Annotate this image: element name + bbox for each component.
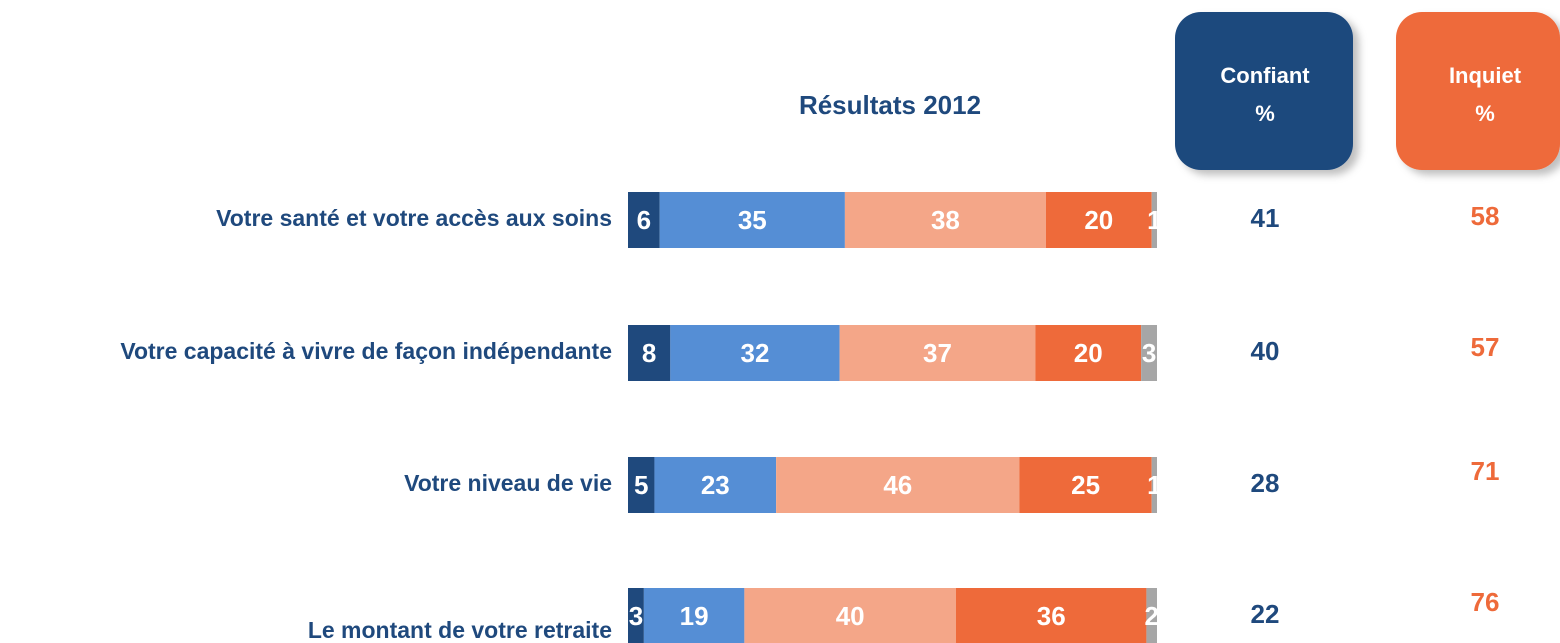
value-label: 23 xyxy=(701,470,730,500)
bar-segment xyxy=(1045,192,1152,248)
bar-segment xyxy=(744,588,956,643)
bar-segment xyxy=(628,325,671,381)
bar-segment xyxy=(844,192,1046,248)
value-label: 3 xyxy=(629,601,643,631)
category-label: Le montant de votre retraite xyxy=(308,617,612,643)
value-label: 19 xyxy=(680,601,709,631)
summary-header: Confiant xyxy=(1220,63,1310,88)
bar-segment xyxy=(628,192,660,248)
bar-segment xyxy=(839,325,1036,381)
value-label: 32 xyxy=(740,338,769,368)
bar-segment xyxy=(1141,325,1157,381)
value-label: 3 xyxy=(1142,338,1156,368)
value-label: 6 xyxy=(637,205,651,235)
summary-value: 40 xyxy=(1251,336,1280,366)
summary-header: Inquiet xyxy=(1449,63,1522,88)
bar-segment xyxy=(628,588,644,643)
value-label: 36 xyxy=(1037,601,1066,631)
bar-segment xyxy=(1151,192,1157,248)
bar-segment xyxy=(1019,457,1152,513)
value-label: 37 xyxy=(923,338,952,368)
value-label: 40 xyxy=(836,601,865,631)
bar-segment xyxy=(659,192,845,248)
summary-value: 22 xyxy=(1251,599,1280,629)
value-label: 20 xyxy=(1074,338,1103,368)
summary-header-box xyxy=(1396,12,1560,170)
bar-segment xyxy=(776,457,1020,513)
summary-value: 57 xyxy=(1471,332,1500,362)
summary-value: 58 xyxy=(1471,201,1500,231)
bar-segment xyxy=(955,588,1147,643)
bar-segment xyxy=(1151,457,1157,513)
value-label: 35 xyxy=(738,205,767,235)
value-label: 8 xyxy=(642,338,656,368)
value-label: 20 xyxy=(1084,205,1113,235)
value-label: 5 xyxy=(634,470,648,500)
bar-segment xyxy=(1035,325,1142,381)
value-label: 25 xyxy=(1071,470,1100,500)
category-label: Votre santé et votre accès aux soins xyxy=(216,205,612,231)
summary-unit: % xyxy=(1475,101,1495,126)
value-label: 1 xyxy=(1147,470,1161,500)
chart-title: Résultats 2012 xyxy=(799,90,981,120)
summary-value: 71 xyxy=(1471,456,1500,486)
value-label: 1 xyxy=(1147,205,1161,235)
summary-value: 76 xyxy=(1471,587,1500,617)
bar-segment xyxy=(654,457,777,513)
bar-segment xyxy=(1146,588,1157,643)
summary-value: 41 xyxy=(1251,203,1280,233)
summary-unit: % xyxy=(1255,101,1275,126)
bar-segment xyxy=(628,457,655,513)
value-label: 38 xyxy=(931,205,960,235)
category-label: Votre capacité à vivre de façon indépend… xyxy=(120,338,612,364)
summary-header-box xyxy=(1175,12,1353,170)
bar-segment xyxy=(670,325,840,381)
value-label: 2 xyxy=(1144,601,1158,631)
bar-segment xyxy=(643,588,745,643)
summary-value: 28 xyxy=(1251,468,1280,498)
category-label: Votre niveau de vie xyxy=(404,470,612,496)
value-label: 46 xyxy=(883,470,912,500)
